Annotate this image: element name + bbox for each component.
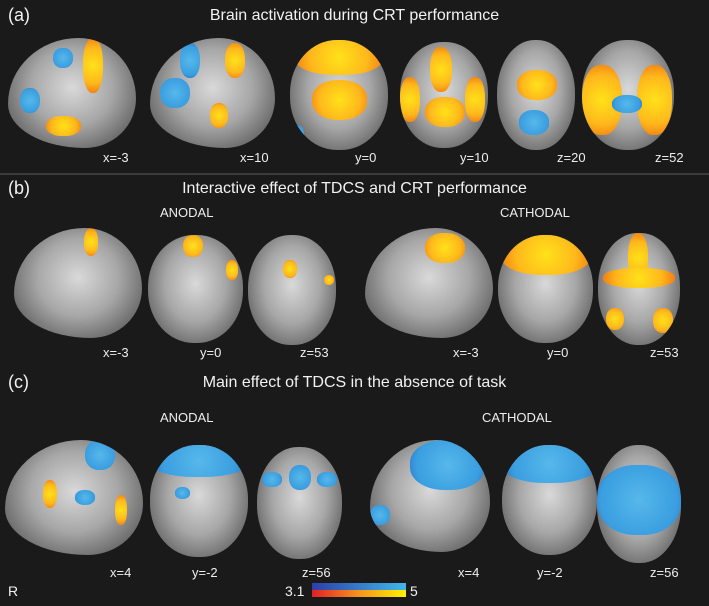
slice-coord: x=4 bbox=[458, 565, 480, 580]
slice-coord: y=0 bbox=[355, 150, 377, 165]
slice-coord: y=10 bbox=[460, 150, 489, 165]
brain-slice-b-anodal-x bbox=[14, 228, 142, 338]
brain-slice-c-cathodal-y bbox=[502, 445, 597, 555]
panel-c-label: (c) bbox=[8, 372, 29, 392]
panel-divider bbox=[0, 173, 709, 175]
group-label-cathodal: CATHODAL bbox=[500, 205, 570, 220]
colorbar-min: 3.1 bbox=[285, 583, 305, 599]
brain-slice-b-cathodal-y bbox=[498, 235, 593, 343]
brain-slice-b-cathodal-x bbox=[365, 228, 493, 338]
slice-coord: x=4 bbox=[110, 565, 132, 580]
panel-b-label: (b) bbox=[8, 178, 30, 198]
brain-slice-c-anodal-z bbox=[257, 447, 342, 559]
brain-slice-a-z52 bbox=[582, 40, 674, 150]
brain-slice-a-y0 bbox=[290, 40, 388, 150]
colorbar-max: 5 bbox=[410, 583, 418, 599]
brain-slice-b-anodal-y bbox=[148, 235, 243, 343]
colorbar-negative bbox=[312, 583, 406, 590]
slice-coord: z=52 bbox=[655, 150, 684, 165]
brain-slice-c-cathodal-z bbox=[597, 445, 681, 563]
colorbar bbox=[312, 583, 406, 597]
group-label-anodal: ANODAL bbox=[160, 205, 214, 220]
brain-slice-c-cathodal-x bbox=[370, 440, 490, 552]
slice-coord: z=56 bbox=[302, 565, 331, 580]
panel-a-title: Brain activation during CRT performance bbox=[209, 7, 500, 24]
slice-coord: z=56 bbox=[650, 565, 679, 580]
brain-slice-c-anodal-x bbox=[5, 440, 143, 555]
panel-a-label: (a) bbox=[8, 5, 30, 25]
slice-coord: y=-2 bbox=[537, 565, 563, 580]
panel-c-title: Main effect of TDCS in the absence of ta… bbox=[202, 374, 507, 391]
slice-coord: y=0 bbox=[547, 345, 569, 360]
slice-coord: y=0 bbox=[200, 345, 222, 360]
panel-b-title: Interactive effect of TDCS and CRT perfo… bbox=[182, 180, 527, 197]
slice-coord: x=-3 bbox=[103, 150, 129, 165]
brain-slice-b-anodal-z bbox=[248, 235, 336, 345]
brain-slice-a-z20 bbox=[497, 40, 575, 150]
brain-slice-a-x10 bbox=[150, 38, 275, 148]
brain-slice-c-anodal-y bbox=[150, 445, 248, 557]
brain-slice-b-cathodal-z bbox=[598, 233, 680, 345]
slice-coord: z=53 bbox=[650, 345, 679, 360]
orientation-label: R bbox=[8, 583, 19, 599]
colorbar-positive bbox=[312, 590, 406, 597]
group-label-anodal: ANODAL bbox=[160, 410, 214, 425]
slice-coord: x=-3 bbox=[453, 345, 479, 360]
brain-slice-a-x-3 bbox=[8, 38, 136, 148]
brain-slice-a-y10 bbox=[400, 42, 488, 148]
slice-coord: x=10 bbox=[240, 150, 269, 165]
group-label-cathodal: CATHODAL bbox=[482, 410, 552, 425]
slice-coord: z=53 bbox=[300, 345, 329, 360]
slice-coord: x=-3 bbox=[103, 345, 129, 360]
slice-coord: z=20 bbox=[557, 150, 586, 165]
slice-coord: y=-2 bbox=[192, 565, 218, 580]
